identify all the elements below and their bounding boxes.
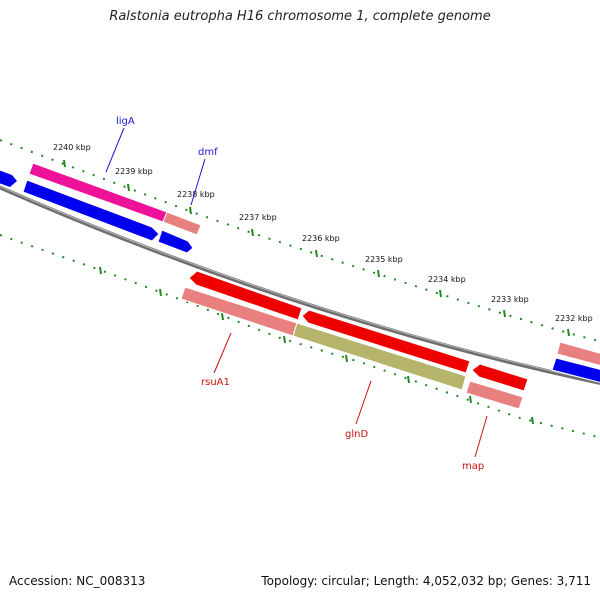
major-tick-outer-1 — [127, 183, 130, 192]
gene-label-rsuA1[interactable]: rsuA1 — [201, 377, 230, 388]
major-tick-inner-6 — [469, 395, 472, 404]
scale-label-2238: 2238 kbp — [177, 190, 215, 199]
outer-scale-ticks — [0, 139, 600, 343]
map-leader-line — [474, 415, 488, 458]
accession-text: Accession: NC_008313 — [9, 574, 146, 588]
scale-label-2240: 2240 kbp — [53, 143, 91, 152]
chromosome-backbone — [0, 185, 600, 385]
major-tick-outer-0 — [63, 159, 66, 168]
scale-label-2237: 2237 kbp — [239, 213, 277, 222]
major-tick-inner-3 — [283, 335, 286, 344]
major-tick-inner-0 — [99, 266, 102, 275]
gene-label-dmf[interactable]: dmf — [198, 147, 218, 158]
major-tick-outer-7 — [503, 309, 506, 318]
chromosome-backbone-highlight — [0, 185, 600, 383]
gene-label-ligA[interactable]: ligA — [116, 116, 135, 127]
major-tick-inner-7 — [531, 416, 534, 425]
scale-label-2234: 2234 kbp — [428, 275, 466, 284]
dmf-leader-line — [190, 158, 206, 206]
cds-dmf-feature[interactable] — [162, 211, 202, 236]
scale-label-2236: 2236 kbp — [302, 234, 340, 243]
major-tick-inner-4 — [345, 354, 348, 363]
gene-label-glnD[interactable]: glnD — [345, 429, 368, 440]
major-tick-outer-5 — [377, 269, 380, 278]
cds-pink-right-edge[interactable] — [556, 341, 600, 368]
ligA-leader-line — [105, 127, 125, 173]
glnD-leader-line — [355, 380, 372, 425]
major-tick-outer-2 — [189, 206, 192, 215]
scale-label-2239: 2239 kbp — [115, 167, 153, 176]
cds-red-feature-2[interactable] — [301, 309, 471, 374]
major-tick-outer-8 — [567, 328, 570, 337]
gene-label-map[interactable]: map — [462, 461, 484, 472]
cds-red-feature-1[interactable] — [188, 270, 303, 321]
major-tick-outer-3 — [251, 228, 254, 237]
major-tick-inner-1 — [159, 288, 162, 297]
scale-label-2232: 2232 kbp — [555, 314, 593, 323]
inner-scale-ticks — [0, 234, 600, 439]
cds-blue-feature-2[interactable] — [157, 229, 194, 254]
major-tick-inner-2 — [221, 312, 224, 321]
scale-label-2235: 2235 kbp — [365, 255, 403, 264]
cds-blue-right-edge[interactable] — [551, 357, 600, 385]
cds-red-feature-3[interactable] — [471, 363, 529, 392]
major-tick-inner-5 — [407, 375, 410, 384]
cds-blue-left-edge[interactable] — [0, 167, 17, 187]
cds-glnD-feature[interactable] — [292, 322, 467, 391]
scale-label-2233: 2233 kbp — [491, 295, 529, 304]
figure-title: Ralstonia eutropha H16 chromosome 1, com… — [109, 9, 491, 24]
cds-blue-feature-1[interactable] — [22, 179, 160, 242]
genome-summary-text: Topology: circular; Length: 4,052,032 bp… — [261, 574, 591, 588]
major-tick-outer-6 — [439, 289, 442, 298]
rsuA1-leader-line — [213, 332, 232, 374]
cds-map-feature[interactable] — [465, 380, 524, 410]
major-tick-outer-4 — [315, 249, 318, 258]
